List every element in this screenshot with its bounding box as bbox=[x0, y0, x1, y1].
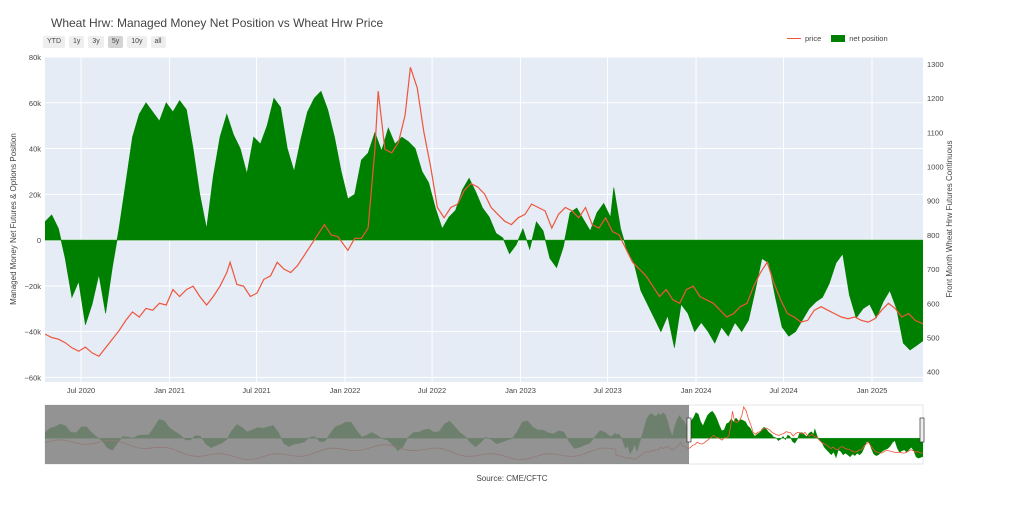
x-tick-label: Jan 2023 bbox=[505, 386, 536, 395]
y2-tick-label: 1200 bbox=[927, 94, 944, 103]
y2-tick-label: 400 bbox=[927, 368, 940, 377]
x-tick-label: Jul 2023 bbox=[593, 386, 621, 395]
range-button-ytd[interactable]: YTD bbox=[43, 36, 65, 48]
legend-item-net-position[interactable]: net position bbox=[831, 34, 888, 43]
price-line[interactable] bbox=[45, 67, 923, 358]
source-note: Source: CME/CFTC bbox=[476, 474, 548, 483]
range-button-3y[interactable]: 3y bbox=[88, 36, 104, 48]
price-swatch bbox=[787, 37, 801, 40]
net-position-swatch bbox=[831, 35, 846, 42]
legend: price net position bbox=[787, 34, 898, 43]
y-tick-label: 60k bbox=[29, 99, 41, 108]
y2-tick-label: 900 bbox=[927, 197, 940, 206]
y2-tick-label: 1300 bbox=[927, 60, 944, 69]
y-axis-title: Managed Money Net Futures & Options Posi… bbox=[9, 133, 18, 305]
x-tick-label: Jul 2024 bbox=[769, 386, 797, 395]
net-position-area-layer bbox=[45, 90, 923, 351]
legend-item-price[interactable]: price bbox=[787, 34, 821, 43]
range-button-all[interactable]: all bbox=[150, 36, 166, 48]
rangeslider-left-handle[interactable] bbox=[686, 417, 692, 443]
y2-tick-label: 600 bbox=[927, 299, 940, 308]
range-selector: YTD 1y 3y 5y 10y all bbox=[43, 36, 166, 48]
y2-tick-label: 500 bbox=[927, 334, 940, 343]
range-button-1y[interactable]: 1y bbox=[69, 36, 85, 48]
y-tick-label: 40k bbox=[29, 145, 41, 154]
y-tick-label: −20k bbox=[25, 282, 42, 291]
range-button-5y[interactable]: 5y bbox=[107, 36, 124, 48]
y-tick-label: −40k bbox=[25, 328, 42, 337]
x-tick-label: Jul 2022 bbox=[418, 386, 446, 395]
x-tick-label: Jul 2020 bbox=[67, 386, 95, 395]
rangeslider-right-handle[interactable] bbox=[919, 417, 925, 443]
y-tick-label: −60k bbox=[25, 373, 42, 382]
x-tick-label: Jan 2022 bbox=[330, 386, 361, 395]
y2-tick-label: 700 bbox=[927, 265, 940, 274]
axes: 80k 60k 40k 20k 0 −20k −40k −60k 1300 1200 1100 100… bbox=[25, 53, 944, 395]
y2-tick-label: 1000 bbox=[927, 162, 944, 171]
x-tick-label: Jul 2021 bbox=[242, 386, 270, 395]
x-tick-label: Jan 2024 bbox=[681, 386, 712, 395]
chart-title: Wheat Hrw: Managed Money Net Position vs… bbox=[51, 16, 384, 30]
y-tick-label: 0 bbox=[37, 236, 41, 245]
price-line-layer bbox=[45, 67, 923, 358]
y2-tick-label: 1100 bbox=[927, 128, 943, 137]
y-tick-label: 80k bbox=[29, 53, 41, 62]
x-tick-label: Jan 2021 bbox=[154, 386, 185, 395]
legend-label-price: price bbox=[805, 34, 822, 43]
legend-label-net-position: net position bbox=[849, 34, 888, 43]
y2-tick-label: 800 bbox=[927, 231, 940, 240]
x-tick-label: Jan 2025 bbox=[857, 386, 888, 395]
rangeslider-mask bbox=[45, 405, 689, 464]
range-button-10y[interactable]: 10y bbox=[127, 36, 147, 48]
net-position-area[interactable] bbox=[45, 90, 923, 351]
y2-axis-title: Front Month Wheat Hrw Futures Continuous bbox=[945, 141, 954, 298]
y-tick-label: 20k bbox=[29, 190, 41, 199]
